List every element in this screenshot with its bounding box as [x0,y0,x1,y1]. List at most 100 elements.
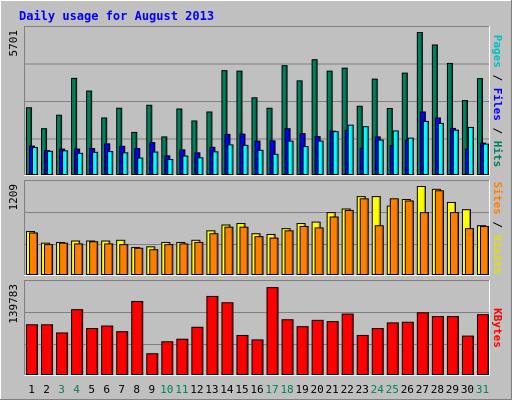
bar-sites-day-11 [179,243,189,275]
bar-kbytes-day-27 [416,312,429,376]
chart-title: Daily usage for August 2013 [19,9,214,23]
y-max-label: 139783 [7,284,20,324]
bar-kbytes-day-20 [311,319,324,376]
bar-sites-day-24 [374,225,384,275]
legend-entry-kbytes: KBytes [491,308,504,348]
bar-pages-day-27 [422,120,429,176]
bar-pages-day-8 [137,157,144,175]
bar-sites-day-17 [269,237,279,276]
bar-sites-day-6 [104,243,114,275]
bar-kbytes-day-31 [476,314,490,376]
bar-pages-day-15 [242,144,249,175]
bar-pages-day-1 [32,147,39,175]
x-tick-label: 19 [295,383,308,396]
x-tick-label: 2 [43,383,50,396]
bar-kbytes-day-18 [281,319,294,376]
bar-pages-day-22 [347,124,354,175]
bar-kbytes-day-24 [371,328,384,376]
x-tick-label: 20 [311,383,324,396]
bar-pages-day-30 [467,126,474,175]
bar-kbytes-day-17 [266,287,279,376]
x-tick-label: 8 [133,383,140,396]
x-tick-label: 30 [461,383,474,396]
bar-sites-day-3 [59,242,69,275]
bar-sites-day-20 [314,227,324,275]
x-tick-label: 1 [28,383,35,396]
bar-kbytes-day-25 [386,322,399,376]
bar-kbytes-day-30 [461,335,474,376]
bar-pages-day-17 [272,153,279,175]
axis-legend: Pages / Files / Hits [491,35,504,168]
bar-sites-day-13 [209,233,219,276]
bar-sites-day-7 [119,244,129,275]
bar-sites-day-27 [419,212,429,276]
bar-kbytes-day-23 [356,334,369,376]
bar-sites-day-16 [254,236,264,276]
bar-kbytes-day-4 [71,309,84,376]
bar-kbytes-day-13 [206,295,219,376]
x-tick-label: 6 [103,383,110,396]
bar-kbytes-day-22 [341,313,354,376]
bar-pages-day-28 [437,122,444,175]
x-tick-label: 3 [58,383,65,396]
bar-kbytes-day-29 [446,316,459,376]
bar-pages-day-14 [227,144,234,176]
legend-entry-pages: Pages [491,35,504,68]
bar-sites-day-19 [299,225,309,275]
bar-kbytes-day-1 [26,324,39,376]
x-tick-label: 24 [371,383,385,396]
x-tick-label: 18 [280,383,293,396]
bar-pages-day-16 [257,149,264,175]
bar-pages-day-25 [392,130,399,176]
bar-kbytes-day-3 [56,332,69,376]
x-tick-label: 9 [148,383,155,396]
bar-sites-day-2 [44,244,54,275]
x-tick-label: 7 [118,383,125,396]
x-tick-label: 13 [205,383,218,396]
bar-kbytes-day-19 [296,326,309,376]
bar-sites-day-8 [134,247,144,275]
legend-separator: / [491,121,504,141]
bar-kbytes-day-10 [161,341,174,376]
bar-sites-day-28 [434,190,444,276]
x-tick-label: 14 [220,383,234,396]
bar-sites-day-26 [404,200,414,275]
x-tick-label: 25 [386,383,399,396]
axis-legend: Sites / Visits [491,182,504,275]
bar-sites-day-22 [344,209,354,275]
bar-pages-day-11 [182,155,189,175]
x-tick-label: 21 [326,383,339,396]
bar-sites-day-5 [89,241,99,275]
bar-pages-day-31 [482,143,490,176]
x-tick-label: 16 [250,383,263,396]
bar-kbytes-day-12 [191,326,204,376]
axis-legend: KBytes [491,308,504,348]
x-tick-label: 27 [416,383,429,396]
bar-sites-day-1 [29,232,39,276]
legend-separator: / [491,215,504,235]
bar-pages-day-2 [47,150,54,176]
y-max-label: 1209 [7,184,20,211]
bar-sites-day-15 [239,226,249,275]
bar-sites-day-21 [329,216,339,275]
bar-pages-day-4 [77,152,84,176]
bar-pages-day-10 [167,159,174,175]
bar-sites-day-23 [359,198,369,275]
bar-sites-day-14 [224,226,234,275]
bar-pages-day-18 [287,140,294,175]
bar-sites-day-31 [479,225,490,275]
x-tick-label: 26 [401,383,414,396]
bar-kbytes-day-9 [146,353,159,376]
bar-sites-day-29 [449,212,459,276]
legend-separator: / [491,68,504,88]
bar-kbytes-day-7 [116,331,129,376]
x-tick-label: 31 [476,383,489,396]
x-tick-label: 4 [73,383,80,396]
bar-kbytes-day-2 [41,324,54,376]
bar-sites-day-30 [464,228,474,275]
bar-kbytes-day-16 [251,339,264,376]
bar-pages-day-9 [152,151,159,176]
bar-pages-day-19 [302,146,309,175]
bar-sites-day-4 [74,243,84,275]
bar-kbytes-day-5 [86,328,99,376]
